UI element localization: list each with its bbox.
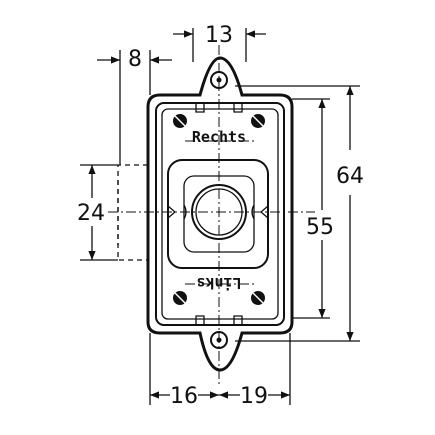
screw-bottom-right [251,291,265,305]
dimension-top-width: 13 [173,23,266,62]
dimension-bottom: 16 19 [149,333,291,409]
dimension-total-height: 64 [235,85,364,342]
dim-label-total-height: 64 [336,164,364,189]
dimension-top-left-offset: 8 [97,47,172,165]
dim-label-top-left-offset: 8 [128,47,142,72]
dim-label-bottom-right: 19 [240,384,268,409]
dimension-inner-height: 55 [292,98,334,319]
dim-label-bottom-left: 16 [170,384,198,409]
screw-top-left [173,114,187,128]
dim-label-side-height: 24 [77,201,105,226]
dim-label-top-width: 13 [205,23,233,48]
label-top: Rechts [192,128,246,146]
dim-label-inner-height: 55 [306,215,334,240]
switch-body [146,56,294,372]
rotary-mechanism [167,159,269,269]
side-profile-dashed [117,164,148,261]
screw-top-right [251,114,265,128]
dimension-side-height: 24 [77,164,118,261]
screw-bottom-left [173,291,187,305]
label-bottom: Links [196,274,241,292]
